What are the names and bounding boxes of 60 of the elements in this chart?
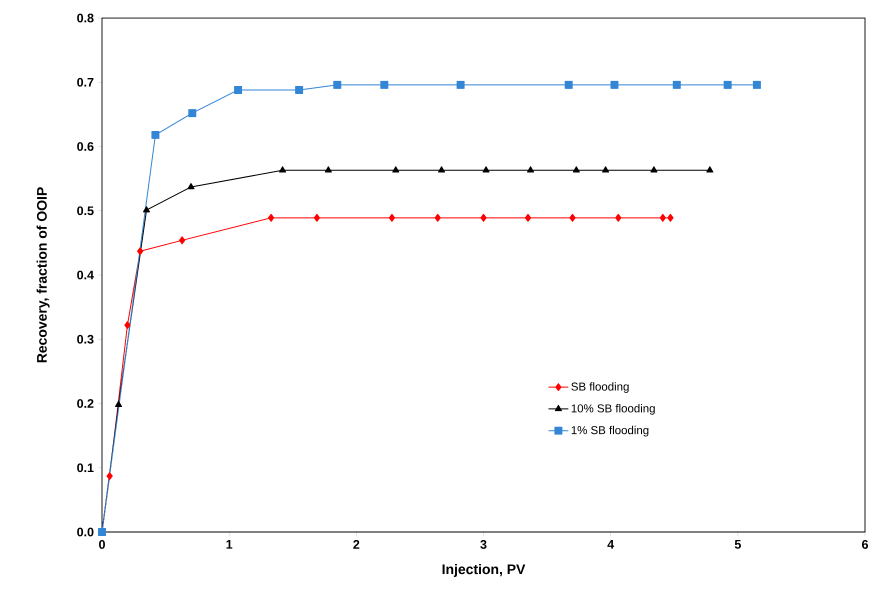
x-tick-label: 1 [226, 540, 232, 549]
point [482, 166, 490, 173]
point [724, 80, 732, 89]
point [279, 166, 286, 173]
point [434, 214, 441, 222]
point [151, 130, 160, 139]
point [188, 109, 196, 118]
point [660, 214, 666, 222]
point [295, 86, 304, 94]
point [137, 247, 144, 256]
point [324, 166, 332, 173]
point [610, 80, 618, 89]
y-tick-label: 0.7 [77, 78, 94, 87]
y-tick-label: 0.1 [77, 463, 94, 472]
point [380, 80, 388, 89]
point [615, 214, 622, 222]
point [438, 166, 446, 173]
y-tick-label: 0.2 [77, 399, 94, 408]
point [392, 166, 400, 173]
point [667, 214, 674, 222]
x-tick-label: 2 [353, 540, 360, 549]
x-tick-label: 0 [99, 540, 105, 549]
point [480, 214, 487, 222]
point [388, 214, 396, 222]
x-tick-label: 5 [734, 540, 741, 549]
x-tick-label: 6 [862, 540, 868, 549]
point [179, 236, 186, 244]
point [564, 80, 573, 89]
y-tick-label: 0.5 [77, 206, 94, 216]
y-tick-label: 0.0 [77, 528, 94, 536]
point [456, 80, 465, 89]
point [524, 214, 532, 222]
y-axis-title: Recovery, fraction of OOIP [36, 187, 50, 362]
point [268, 214, 274, 222]
point [234, 86, 242, 94]
point [314, 214, 320, 222]
point [142, 206, 150, 212]
legend-label: 10% SB flooding [572, 404, 655, 415]
point [187, 183, 195, 190]
point [569, 214, 576, 222]
point [672, 80, 681, 89]
point [115, 400, 122, 408]
x-axis-title: Injection, PV [442, 564, 526, 577]
y-tick-label: 0.4 [77, 270, 94, 280]
y-tick-label: 0.8 [77, 14, 94, 22]
legend-label: SB flooding [571, 382, 629, 393]
point [706, 166, 714, 173]
y-tick-label: 0.6 [77, 142, 94, 151]
point [106, 472, 113, 480]
point [572, 166, 580, 173]
point [602, 166, 610, 173]
legend-label: 1% SB flooding [572, 426, 648, 436]
point [527, 166, 534, 173]
x-tick-label: 4 [607, 540, 614, 549]
point [650, 166, 658, 173]
point [333, 80, 342, 89]
x-tick-label: 3 [480, 540, 487, 549]
y-tick-label: 0.3 [77, 334, 94, 344]
point [124, 321, 131, 330]
point [752, 80, 761, 89]
